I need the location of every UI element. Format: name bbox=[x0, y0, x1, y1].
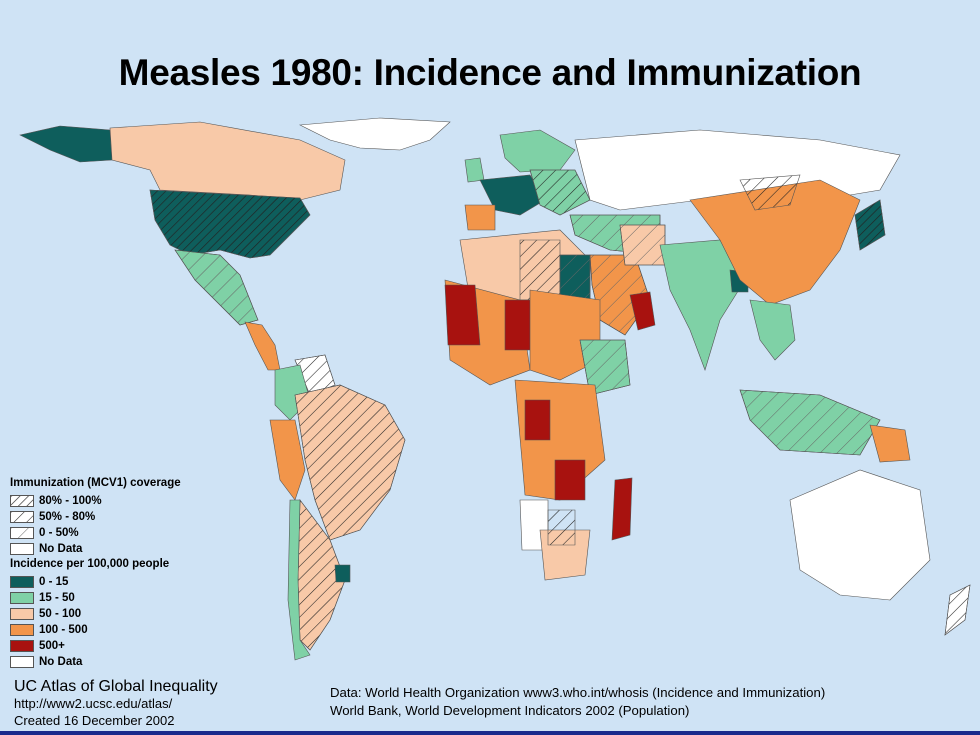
legend-label: 80% - 100% bbox=[39, 495, 102, 507]
legend-label: No Data bbox=[39, 543, 83, 555]
legend-row-immunization-80-100: 80% - 100% bbox=[10, 493, 250, 509]
region-zambia bbox=[554, 459, 586, 501]
region-china bbox=[689, 179, 861, 306]
legend-row-incidence-0-15: 0 - 15 bbox=[10, 574, 250, 590]
region-papua-new-guinea bbox=[869, 424, 911, 463]
region-scandinavia bbox=[499, 129, 576, 173]
region-uruguay bbox=[334, 564, 351, 583]
incidence-swatch bbox=[10, 640, 34, 652]
legend-label: 100 - 500 bbox=[39, 624, 88, 636]
incidence-swatch bbox=[10, 608, 34, 620]
atlas-url[interactable]: http://www2.ucsc.edu/atlas/ bbox=[14, 696, 173, 711]
incidence-swatch bbox=[10, 576, 34, 588]
region-madagascar bbox=[611, 477, 633, 541]
region-peru bbox=[269, 419, 306, 501]
immunization-heading: Immunization (MCV1) coverage bbox=[10, 477, 181, 489]
source-line-who: Data: World Health Organization www3.who… bbox=[330, 685, 826, 700]
legend-label: 0 - 15 bbox=[39, 576, 69, 588]
region-spain bbox=[464, 204, 496, 231]
source-line-worldbank: World Bank, World Development Indicators… bbox=[330, 703, 690, 718]
legend-label: 50% - 80% bbox=[39, 511, 96, 523]
data-sources: Data: World Health Organization www3.who… bbox=[330, 684, 825, 720]
legend-row-incidence-50-100: 50 - 100 bbox=[10, 606, 250, 622]
region-chad-sudan bbox=[529, 289, 601, 381]
legend-row-incidence-100-500: 100 - 500 bbox=[10, 622, 250, 638]
atlas-name: UC Atlas of Global Inequality bbox=[14, 678, 218, 695]
region-australia bbox=[789, 469, 931, 601]
legend-label: 15 - 50 bbox=[39, 592, 75, 604]
incidence-swatch bbox=[10, 592, 34, 604]
region-greenland bbox=[298, 117, 451, 151]
legend-row-immunization-50-80: 50% - 80% bbox=[10, 509, 250, 525]
created-date: Created 16 December 2002 bbox=[14, 713, 175, 728]
region-canada bbox=[109, 121, 346, 201]
region-uk bbox=[464, 157, 485, 183]
legend-row-incidence-no-data: No Data bbox=[10, 654, 250, 670]
no-data-swatch bbox=[10, 543, 34, 555]
legend-row-incidence-15-50: 15 - 50 bbox=[10, 590, 250, 606]
region-yemen bbox=[629, 291, 656, 331]
region-southeast-asia bbox=[749, 299, 796, 361]
legend-label: 0 - 50% bbox=[39, 527, 79, 539]
region-central-america bbox=[244, 321, 281, 371]
map-legend: Immunization (MCV1) coverage 80% - 100% … bbox=[10, 476, 250, 670]
region-zaire bbox=[524, 399, 551, 441]
bottom-border bbox=[0, 731, 980, 735]
legend-label: 500+ bbox=[39, 640, 65, 652]
legend-label: 50 - 100 bbox=[39, 608, 82, 620]
medium-hatch-swatch bbox=[10, 511, 34, 523]
incidence-swatch bbox=[10, 656, 34, 668]
legend-row-immunization-0-50: 0 - 50% bbox=[10, 525, 250, 541]
legend-row-immunization-no-data: No Data bbox=[10, 541, 250, 557]
map-title: Measles 1980: Incidence and Immunization bbox=[118, 52, 862, 93]
dense-hatch-swatch bbox=[10, 495, 34, 507]
legend-row-incidence-500-plus: 500+ bbox=[10, 638, 250, 654]
legend-label: No Data bbox=[39, 656, 83, 668]
sparse-hatch-swatch bbox=[10, 527, 34, 539]
incidence-swatch bbox=[10, 624, 34, 636]
region-alaska bbox=[19, 125, 113, 163]
region-chile bbox=[287, 499, 311, 661]
atlas-credit: UC Atlas of Global Inequality http://www… bbox=[14, 678, 218, 729]
incidence-heading: Incidence per 100,000 people bbox=[10, 558, 170, 570]
region-mali bbox=[444, 284, 481, 346]
